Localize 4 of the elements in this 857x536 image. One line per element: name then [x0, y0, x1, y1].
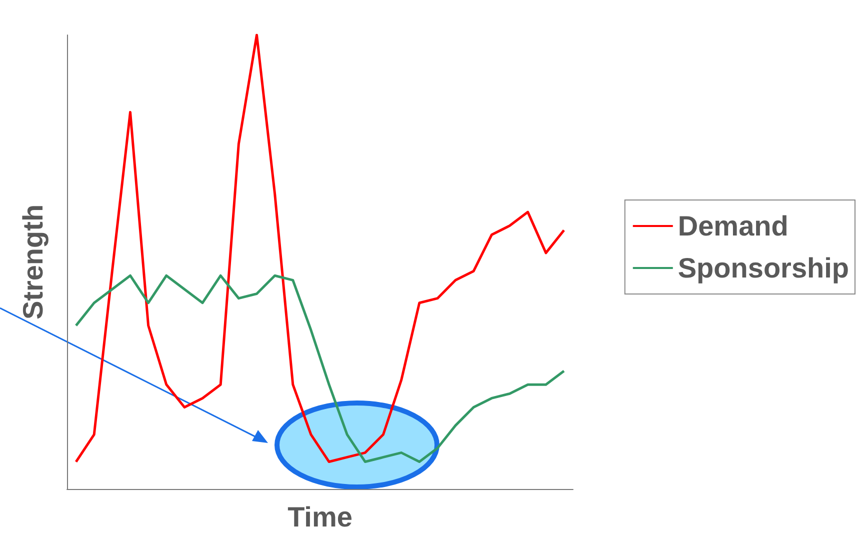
legend-label: Sponsorship — [678, 252, 850, 284]
x-axis-title: Time — [288, 502, 352, 532]
y-axis-title: Strength — [18, 204, 48, 320]
legend-label: Demand — [678, 210, 788, 242]
